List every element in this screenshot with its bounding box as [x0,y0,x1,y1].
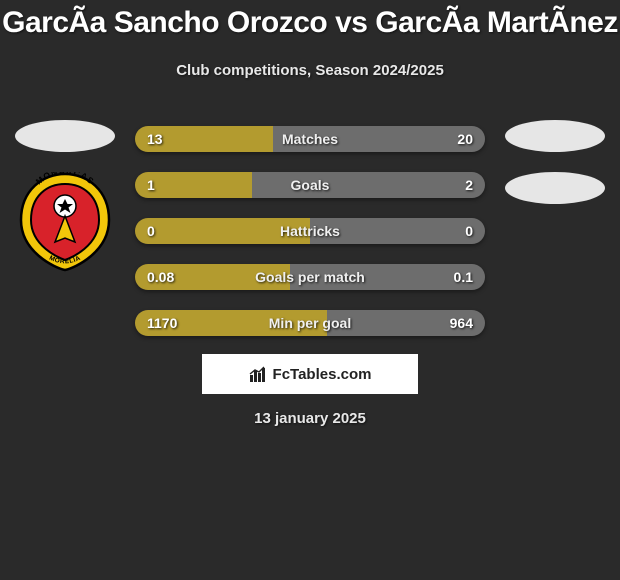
player-right-avatar-placeholder [505,120,605,152]
left-player-column: MONARCAS MORELIA [10,120,120,272]
date-line: 13 january 2025 [0,410,620,427]
player-left-avatar-placeholder [15,120,115,152]
branding-badge[interactable]: FcTables.com [202,354,418,394]
stat-label: Min per goal [135,310,485,336]
chart-icon [249,365,267,383]
right-player-column [500,120,610,224]
stat-row: 1170964Min per goal [135,310,485,336]
page-title: GarcÃ­a Sancho Orozco vs GarcÃ­a MartÃ­n… [0,0,620,40]
stat-row: 12Goals [135,172,485,198]
stat-row: 00Hattricks [135,218,485,244]
subtitle: Club competitions, Season 2024/2025 [0,62,620,79]
comparison-card: GarcÃ­a Sancho Orozco vs GarcÃ­a MartÃ­n… [0,0,620,580]
player-right-club-placeholder [505,172,605,204]
stat-row: 0.080.1Goals per match [135,264,485,290]
stat-row: 1320Matches [135,126,485,152]
stat-label: Goals [135,172,485,198]
stat-label: Matches [135,126,485,152]
monarcas-logo-icon: MONARCAS MORELIA [15,172,115,272]
stat-label: Hattricks [135,218,485,244]
branding-text: FcTables.com [273,366,372,383]
stats-list: 1320Matches 12Goals 00Hattricks 0.080.1Goal… [135,126,485,356]
stat-label: Goals per match [135,264,485,290]
player-left-club-logo: MONARCAS MORELIA [15,172,115,272]
